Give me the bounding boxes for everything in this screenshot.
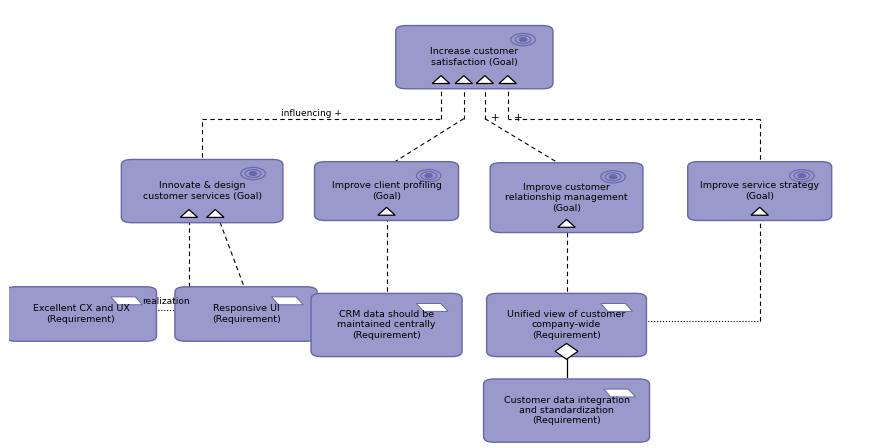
Text: Responsive UI
(Requirement): Responsive UI (Requirement)	[211, 304, 280, 324]
Text: +: +	[514, 113, 522, 123]
Polygon shape	[271, 297, 303, 305]
FancyBboxPatch shape	[484, 379, 650, 442]
Text: CRM data should be
maintained centrally
(Requirement): CRM data should be maintained centrally …	[337, 310, 435, 340]
FancyBboxPatch shape	[487, 293, 646, 357]
Text: Improve service strategy
(Goal): Improve service strategy (Goal)	[700, 181, 819, 201]
Polygon shape	[604, 389, 635, 397]
Circle shape	[426, 175, 430, 177]
FancyBboxPatch shape	[121, 159, 283, 223]
Text: Customer data integration
and standardization
(Requirement): Customer data integration and standardiz…	[504, 396, 630, 426]
Text: influencing +: influencing +	[281, 108, 342, 117]
Polygon shape	[207, 210, 224, 217]
FancyBboxPatch shape	[688, 162, 831, 220]
Text: +: +	[491, 113, 500, 123]
FancyBboxPatch shape	[396, 26, 553, 89]
FancyBboxPatch shape	[175, 287, 317, 341]
Polygon shape	[111, 297, 142, 305]
Circle shape	[251, 172, 254, 174]
Polygon shape	[556, 344, 578, 359]
Polygon shape	[751, 207, 769, 215]
FancyBboxPatch shape	[314, 162, 459, 220]
FancyBboxPatch shape	[311, 293, 462, 357]
Text: Excellent CX and UX
(Requirement): Excellent CX and UX (Requirement)	[32, 304, 129, 324]
Text: Increase customer
satisfaction (Goal): Increase customer satisfaction (Goal)	[430, 47, 519, 67]
Polygon shape	[378, 207, 395, 215]
Polygon shape	[417, 303, 448, 311]
Polygon shape	[455, 76, 472, 83]
Polygon shape	[558, 220, 575, 227]
Polygon shape	[499, 76, 516, 83]
Circle shape	[800, 175, 804, 177]
Polygon shape	[476, 76, 494, 83]
Text: Innovate & design
customer services (Goal): Innovate & design customer services (Goa…	[142, 181, 262, 201]
Circle shape	[521, 39, 525, 40]
Circle shape	[611, 176, 615, 178]
FancyBboxPatch shape	[490, 163, 643, 233]
FancyBboxPatch shape	[5, 287, 157, 341]
Polygon shape	[432, 76, 450, 83]
Polygon shape	[601, 303, 633, 311]
Polygon shape	[180, 210, 198, 217]
Text: Improve customer
relationship management
(Goal): Improve customer relationship management…	[505, 183, 628, 212]
Text: Improve client profiling
(Goal): Improve client profiling (Goal)	[332, 181, 442, 201]
Text: realization: realization	[142, 297, 190, 306]
Text: Unified view of customer
company-wide
(Requirement): Unified view of customer company-wide (R…	[507, 310, 625, 340]
